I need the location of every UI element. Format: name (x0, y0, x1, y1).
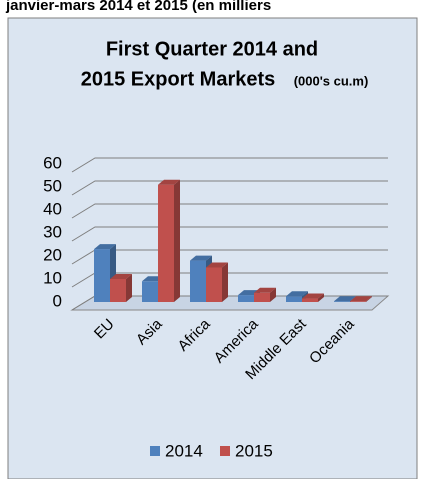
y-tick-label: 50 (43, 176, 62, 195)
bar (302, 298, 318, 302)
bar-side (174, 179, 180, 302)
bar (142, 281, 158, 302)
bar (206, 267, 222, 302)
y-tick-label: 30 (43, 222, 62, 241)
y-tick-label: 0 (53, 291, 62, 310)
y-tick-label: 40 (43, 199, 62, 218)
bar (238, 295, 254, 302)
legend-swatch (150, 446, 160, 456)
grid-line (71, 157, 388, 173)
bar-top (206, 262, 228, 268)
bar-side (270, 287, 276, 302)
bar-top (158, 179, 180, 185)
legend-label: 2015 (235, 441, 273, 460)
chart-title: 2015 Export Markets (81, 68, 276, 90)
page-header: janvier-mars 2014 et 2015 (en milliers (5, 0, 271, 14)
legend-label: 2014 (165, 441, 203, 460)
bar-top (254, 287, 276, 293)
bar (286, 296, 302, 302)
bar-top (350, 296, 372, 302)
y-tick-label: 20 (43, 245, 62, 264)
chart-title: First Quarter 2014 and (106, 38, 318, 60)
bar-top (334, 296, 356, 302)
grid-line (71, 203, 388, 219)
grid-line (71, 180, 388, 196)
bar-side (126, 274, 132, 302)
bar-side (366, 296, 372, 302)
bar (94, 249, 110, 302)
legend-swatch (220, 446, 230, 456)
bar (110, 279, 126, 302)
bar (350, 301, 366, 302)
chart-units: (000's cu.m) (294, 73, 369, 88)
bar (158, 184, 174, 302)
bar-top (94, 244, 116, 250)
chart-frame (7, 17, 418, 480)
y-tick-label: 60 (43, 153, 62, 172)
bar-top (110, 274, 132, 279)
grid-line (71, 226, 388, 242)
bar-top (286, 291, 308, 297)
bar (334, 301, 350, 302)
y-tick-label: 10 (43, 268, 62, 287)
bar-top (302, 293, 324, 299)
bar (190, 260, 206, 302)
bar-side (318, 293, 324, 302)
bar (254, 292, 270, 302)
bar-top (190, 255, 212, 261)
bar-side (222, 262, 228, 302)
